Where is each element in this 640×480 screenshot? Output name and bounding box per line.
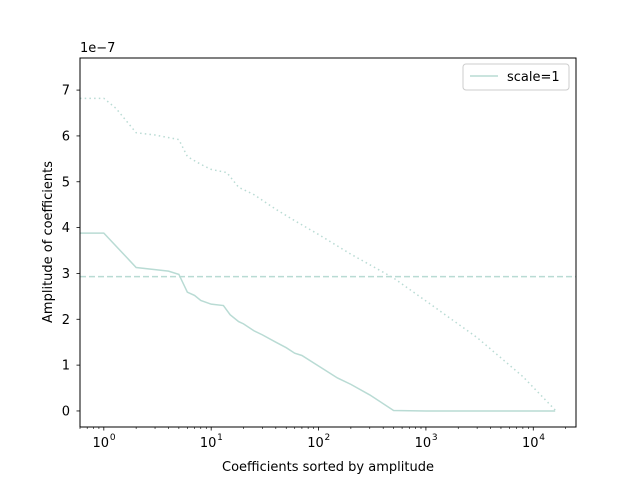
y-tick-label: 2 — [62, 313, 70, 328]
y-tick-label: 4 — [62, 221, 70, 236]
x-tick-label-exponent: 0 — [110, 433, 116, 443]
x-tick-label-exponent: 1 — [217, 433, 223, 443]
series-line-dotted — [80, 97, 556, 411]
y-multiplier-label: 1e−7 — [80, 41, 115, 56]
y-tick-label: 7 — [62, 84, 70, 99]
x-tick-label: 10 — [522, 436, 539, 451]
y-tick-label: 0 — [62, 404, 70, 419]
y-axis-label: Amplitude of coefficients — [41, 161, 56, 323]
series-layer — [80, 97, 576, 412]
y-axis-ticks: 0 1 2 3 4 5 6 7 — [62, 84, 80, 419]
x-tick-label-exponent: 4 — [539, 433, 545, 443]
y-tick-label: 6 — [62, 129, 70, 144]
x-tick-label-exponent: 2 — [325, 433, 331, 443]
plot-frame — [79, 57, 577, 428]
x-tick-label: 10 — [415, 436, 432, 451]
x-axis-ticks: 10 0 10 1 10 2 10 3 10 4 — [79, 427, 566, 451]
y-tick-label: 3 — [62, 267, 70, 282]
y-tick-label: 5 — [62, 175, 70, 190]
y-tick-label: 1 — [62, 359, 70, 374]
legend: scale=1 — [462, 63, 570, 91]
x-tick-label: 10 — [93, 436, 110, 451]
series-line-solid — [80, 232, 556, 412]
legend-box — [462, 63, 570, 91]
x-axis-label: Coefficients sorted by amplitude — [222, 460, 434, 475]
x-tick-label-exponent: 3 — [432, 433, 438, 443]
x-tick-label: 10 — [307, 436, 324, 451]
legend-entry-scale-1: scale=1 — [507, 70, 560, 85]
x-tick-label: 10 — [200, 436, 217, 451]
